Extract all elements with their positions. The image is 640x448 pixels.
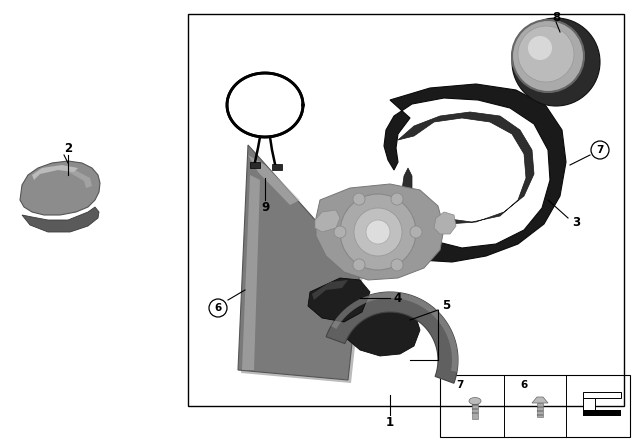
Circle shape [528,36,552,60]
Circle shape [410,226,422,238]
Circle shape [512,18,600,106]
Text: 7: 7 [456,380,464,390]
Polygon shape [331,292,458,372]
Polygon shape [20,161,100,215]
Circle shape [391,259,403,271]
Polygon shape [374,84,566,262]
Text: 2: 2 [64,142,72,155]
Text: 8: 8 [552,10,560,23]
Polygon shape [32,165,78,180]
Circle shape [366,220,390,244]
Polygon shape [326,292,458,383]
Text: 1: 1 [386,415,394,428]
Bar [472,403,478,419]
Polygon shape [312,280,348,300]
Polygon shape [238,145,360,380]
Polygon shape [532,397,548,403]
Bar [250,162,260,168]
Circle shape [391,193,403,205]
Circle shape [512,20,584,92]
Circle shape [340,194,416,270]
Bar [537,403,543,417]
Circle shape [353,193,365,205]
Circle shape [354,208,402,256]
Text: 6: 6 [520,380,527,390]
Text: 4: 4 [394,292,402,305]
Circle shape [353,259,365,271]
Bar [440,375,630,437]
Polygon shape [241,148,363,383]
Polygon shape [248,155,300,205]
Bar [583,410,621,416]
Polygon shape [308,278,370,322]
Polygon shape [398,112,534,224]
Polygon shape [60,168,92,188]
Bar [188,14,624,406]
Polygon shape [227,73,303,137]
Circle shape [334,226,346,238]
Text: 9: 9 [261,201,269,214]
Polygon shape [434,212,456,234]
Polygon shape [242,175,260,370]
Text: 3: 3 [572,215,580,228]
Polygon shape [316,184,444,280]
Polygon shape [583,398,595,414]
Text: 6: 6 [214,303,221,313]
Ellipse shape [469,397,481,405]
Polygon shape [315,210,340,232]
Text: 5: 5 [442,298,450,311]
Polygon shape [583,392,621,398]
Circle shape [518,26,574,82]
Bar [272,164,282,170]
Text: 7: 7 [596,145,604,155]
Polygon shape [345,306,420,356]
Polygon shape [22,207,99,232]
